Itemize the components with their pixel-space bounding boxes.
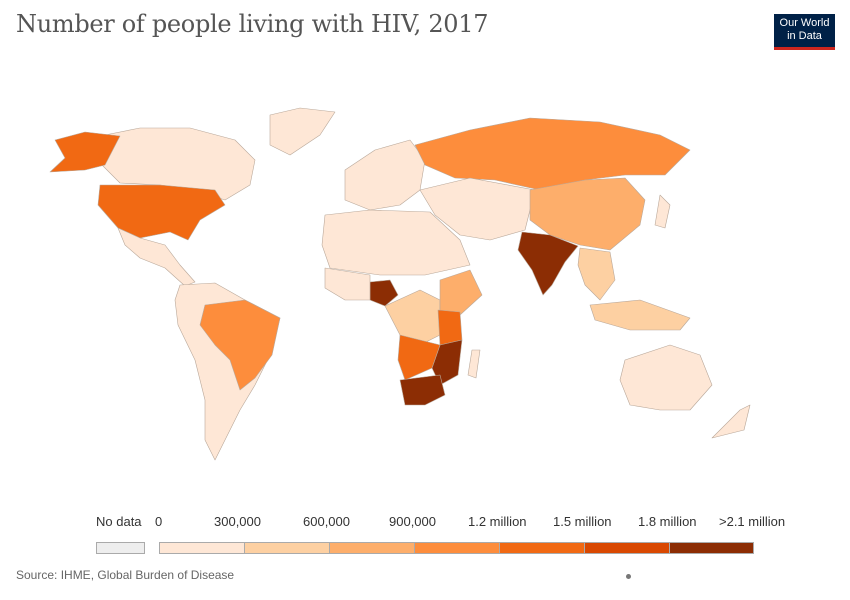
timeline-marker[interactable]	[626, 574, 631, 579]
region-se-asia	[577, 247, 616, 301]
legend-swatch-2[interactable]	[329, 542, 415, 554]
legend-label-1: 300,000	[214, 514, 261, 529]
legend-swatch-no-data[interactable]	[96, 542, 145, 554]
region-brazil	[199, 299, 281, 391]
region-central-asia	[419, 177, 536, 241]
legend-label-2: 600,000	[303, 514, 350, 529]
legend-label-5: 1.5 million	[553, 514, 612, 529]
legend-label-4: 1.2 million	[468, 514, 527, 529]
legend-swatch-5[interactable]	[584, 542, 670, 554]
region-southern-africa	[397, 334, 441, 381]
region-russia	[414, 117, 691, 191]
legend-swatch-4[interactable]	[499, 542, 585, 554]
region-japan	[654, 194, 671, 229]
region-east-africa	[439, 269, 483, 316]
region-canada	[101, 127, 256, 201]
legend-label-6: 1.8 million	[638, 514, 697, 529]
chart-title: Number of people living with HIV, 2017	[16, 10, 489, 38]
owid-logo[interactable]: Our World in Data	[774, 14, 835, 50]
region-greenland	[269, 107, 336, 156]
legend-label-0: 0	[155, 514, 163, 529]
legend-swatch-0[interactable]	[159, 542, 245, 554]
legend-swatch-1[interactable]	[244, 542, 330, 554]
region-china	[529, 177, 646, 251]
region-mexico	[117, 227, 196, 287]
region-south-africa	[399, 374, 446, 406]
region-usa	[97, 184, 226, 241]
legend-swatch-6[interactable]	[669, 542, 754, 554]
region-new-zealand	[711, 404, 751, 439]
legend-swatch-3[interactable]	[414, 542, 500, 554]
logo-line-2: in Data	[787, 30, 822, 42]
legend-label-7: >2.1 million	[719, 514, 786, 529]
region-indonesia	[589, 299, 691, 331]
region-australia	[619, 344, 713, 411]
region-europe	[344, 139, 426, 211]
world-map	[49, 107, 751, 461]
source-note: Source: IHME, Global Burden of Disease	[16, 568, 235, 582]
region-west-africa	[324, 267, 371, 301]
logo-line-1: Our World	[779, 17, 830, 29]
region-india	[517, 231, 579, 296]
region-alaska	[49, 131, 121, 173]
region-north-africa	[321, 209, 471, 276]
legend-label-3: 900,000	[389, 514, 436, 529]
region-madagascar	[467, 349, 481, 379]
legend-no-data-label: No data	[96, 514, 142, 529]
region-tanzania	[437, 309, 463, 346]
